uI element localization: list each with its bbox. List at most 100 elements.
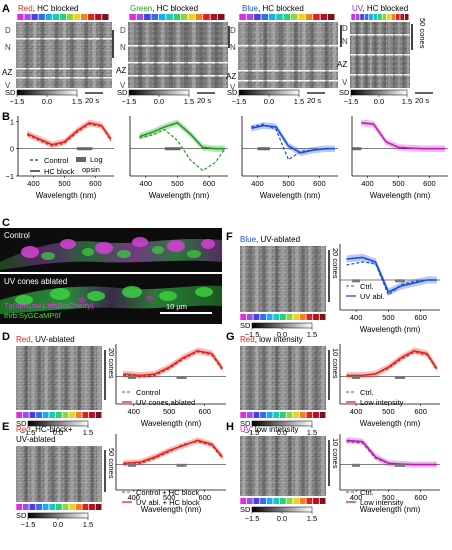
- svg-text:AZ: AZ: [4, 67, 14, 76]
- time-scale-label: 20 s: [197, 96, 211, 105]
- panel-panelD: D Red, UV-ablated 20 cones SD−1.5 0.0 1.5 400 5…: [2, 331, 226, 437]
- stimulus-swatch: [88, 14, 95, 20]
- sd-tick-label: 0.0: [277, 330, 287, 339]
- response-stripe: [268, 346, 272, 410]
- stimulus-swatch: [144, 14, 151, 20]
- panel-title: UV, low intensity: [240, 425, 298, 434]
- marker-bar: [395, 376, 405, 379]
- response-stripe: [288, 436, 292, 496]
- zone-v-label-3: V: [230, 83, 236, 92]
- marker-bar: [395, 463, 405, 467]
- x-axis-label: Wavelength (nm): [149, 191, 210, 200]
- sd-colorbar: [350, 89, 408, 96]
- x-tick-label: 500: [58, 179, 71, 188]
- marker-bar: [395, 279, 405, 283]
- sd-label: SD: [16, 511, 27, 520]
- response-stripe: [294, 22, 298, 88]
- zone-az-label-3: AZ: [226, 72, 236, 81]
- response-stripe: [324, 22, 329, 88]
- label-control: Control: [4, 231, 30, 240]
- sd-tick-label: 1.5: [72, 97, 82, 106]
- response-stripe: [161, 22, 165, 88]
- response-stripe: [392, 22, 396, 88]
- marker-bar: [352, 376, 360, 379]
- response-stripe: [308, 246, 312, 312]
- stimulus-swatch: [55, 412, 62, 418]
- stimulus-swatch: [298, 14, 305, 20]
- response-stripe: [24, 446, 28, 502]
- opsin-bar: [352, 147, 362, 151]
- stimulus-swatch: [239, 14, 246, 20]
- panel-letter-panelE: E: [2, 421, 9, 433]
- sd-label: SD: [117, 88, 128, 97]
- response-stripes: [18, 22, 410, 88]
- response-stripe: [130, 22, 135, 88]
- response-stripe: [278, 22, 283, 88]
- x-tick-label: 600: [313, 179, 326, 188]
- sd-tick-label: 0.0: [154, 97, 164, 106]
- stimulus-swatch: [22, 412, 29, 418]
- stimulus-swatch: [80, 14, 88, 20]
- stimulus-swatch: [89, 504, 95, 510]
- response-stripe: [18, 22, 22, 88]
- stimulus-swatch: [260, 412, 266, 418]
- response-stripe: [286, 22, 291, 88]
- response-stripe: [268, 246, 272, 312]
- stimulus-swatch: [31, 14, 38, 20]
- legend-label-1: Ctrl.: [360, 388, 374, 397]
- stimulus-swatch: [73, 14, 81, 20]
- stimulus-swatch: [62, 412, 69, 418]
- stimulus-swatch: [313, 412, 319, 418]
- response-stripe: [369, 22, 373, 88]
- zone-az-label: AZ: [2, 68, 12, 77]
- response-stripe: [240, 22, 245, 88]
- x-tick-label: 400: [127, 493, 140, 502]
- x-tick-label: 500: [382, 313, 395, 322]
- response-stripe: [51, 346, 55, 410]
- response-stripe: [241, 346, 246, 410]
- response-stripe: [255, 436, 259, 496]
- legend-label-1: Control + HC block: [136, 488, 199, 497]
- x-axis-label: Wavelength (nm): [141, 419, 202, 428]
- stimulus-swatch: [373, 14, 378, 20]
- stimulus-swatch: [395, 14, 400, 20]
- panel-title: Red, low intensity: [240, 335, 303, 344]
- stimulus-swatch: [195, 14, 203, 20]
- zone-d-label: D: [5, 26, 11, 35]
- heatmap: [240, 436, 326, 496]
- sd-tick-label: 1.5: [294, 97, 304, 106]
- zone-d-label-2: D: [120, 26, 126, 35]
- stimulus-swatch: [16, 412, 23, 418]
- panel-letter-b: B: [2, 111, 10, 123]
- stimulus-swatch: [102, 14, 109, 20]
- response-stripe: [51, 446, 55, 502]
- response-stripe: [84, 346, 88, 410]
- stimulus-swatch: [290, 14, 298, 20]
- series-line: [123, 349, 224, 377]
- sd-label: SD: [339, 88, 350, 97]
- response-stripe: [294, 436, 299, 496]
- stimulus-swatch: [246, 314, 253, 320]
- label-transgene-2: thrb:SyGCaMP6f: [4, 311, 62, 320]
- x-tick-label: 500: [282, 179, 295, 188]
- response-stripe: [138, 22, 142, 88]
- response-stripe: [261, 436, 266, 496]
- series-line: [346, 351, 438, 376]
- response-stripe: [301, 246, 305, 312]
- chart: 400 500 600 Wavelength (nm): [339, 434, 440, 514]
- stimulus-swatch: [266, 498, 273, 504]
- stimulus-swatch: [82, 412, 89, 418]
- stimulus-swatch: [246, 14, 254, 20]
- stimulus-swatch: [22, 504, 29, 510]
- panel-a-title-1: Red, HC blocked: [18, 4, 78, 13]
- response-stripe: [153, 22, 158, 88]
- zone-az-label-2: AZ: [116, 66, 126, 75]
- panel-letter-panelG: G: [226, 331, 235, 343]
- x-tick-label: 600: [203, 179, 216, 188]
- sd-colorbar-group: SD−1.5 0.0 1.5: [240, 321, 317, 339]
- stimulus-swatch: [306, 498, 313, 504]
- stimulus-swatch: [364, 14, 369, 20]
- zone-n-label-4: N: [342, 37, 348, 46]
